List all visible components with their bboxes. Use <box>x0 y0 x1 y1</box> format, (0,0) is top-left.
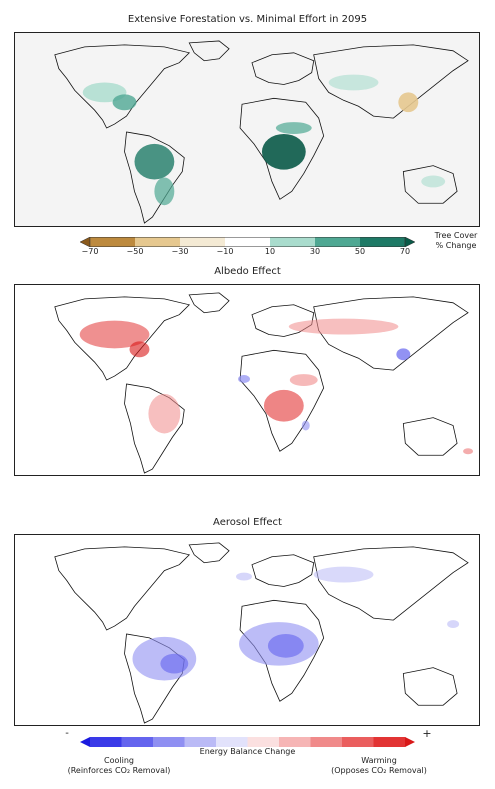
energy-colorbar-segment <box>310 737 343 747</box>
energy-colorbar-segment <box>216 737 248 747</box>
map-aerosol-effect <box>14 534 480 726</box>
energy-colorbar-extend-low <box>80 737 90 747</box>
tree-colorbar-tick-label: −70 <box>81 247 99 256</box>
tree-colorbar-tick-label: −30 <box>171 247 189 256</box>
cooling-label-line2: (Reinforces CO₂ Removal) <box>67 766 171 775</box>
tree-cover-colorbar-label: Tree Cover % Change <box>428 231 484 251</box>
energy-colorbar-segment <box>247 737 280 747</box>
albedo-changes <box>79 318 474 455</box>
tree-colorbar-tick-label: 70 <box>399 247 411 256</box>
tree-colorbar-segment <box>90 237 136 247</box>
tree-colorbar-extend-low <box>79 236 91 248</box>
energy-colorbar-segment <box>342 737 374 747</box>
tree-cover-colorbar <box>79 232 416 248</box>
tree-colorbar-tick-label: 10 <box>264 247 276 256</box>
tree-cover-label-line1: Tree Cover <box>434 231 478 240</box>
tree-colorbar-segment <box>270 237 316 247</box>
energy-colorbar-segment <box>90 737 122 747</box>
tree-cover-colorbar-svg <box>79 236 416 248</box>
tree-colorbar-tick-label: −50 <box>126 247 144 256</box>
energy-colorbar-segment <box>373 737 406 747</box>
energy-colorbar-extend-high <box>405 737 415 747</box>
energy-colorbar-plus: + <box>422 727 432 740</box>
world-map-svg <box>15 33 479 226</box>
cooling-label: Cooling (Reinforces CO₂ Removal) <box>52 756 186 776</box>
energy-colorbar-segment <box>279 737 311 747</box>
energy-colorbar-label: Energy Balance Change <box>199 747 296 756</box>
map-tree-cover-change <box>14 32 480 227</box>
warming-label-line2: (Opposes CO₂ Removal) <box>331 766 427 775</box>
warming-label: Warming (Opposes CO₂ Removal) <box>314 756 444 776</box>
panel-title-forestation: Extensive Forestation vs. Minimal Effort… <box>127 14 368 25</box>
energy-balance-colorbar <box>80 732 415 747</box>
tree-colorbar-border <box>89 237 406 247</box>
tree-colorbar-segment <box>180 237 226 247</box>
panel-title-aerosol: Aerosol Effect <box>213 517 282 528</box>
tree-colorbar-tick-label: 50 <box>354 247 366 256</box>
tree-colorbar-segment <box>135 237 181 247</box>
tree-cover-changes <box>82 74 446 206</box>
tree-colorbar-segment <box>360 237 406 247</box>
tree-colorbar-extend-high <box>404 236 416 248</box>
energy-colorbar-minus: - <box>65 728 69 739</box>
world-map-svg-albedo <box>15 285 479 475</box>
tree-colorbar-tick-label: −10 <box>216 247 234 256</box>
panel-title-albedo: Albedo Effect <box>214 266 281 277</box>
cooling-label-line1: Cooling <box>104 756 134 765</box>
tree-colorbar-segment <box>225 237 271 247</box>
energy-balance-colorbar-svg <box>80 737 415 747</box>
tree-cover-label-line2: % Change <box>435 241 477 250</box>
energy-colorbar-segment <box>121 737 154 747</box>
energy-colorbar-segment <box>184 737 217 747</box>
world-map-svg-aerosol <box>15 535 479 725</box>
map-albedo-effect <box>14 284 480 476</box>
aerosol-changes <box>132 566 460 681</box>
tree-colorbar-tick-label: 30 <box>309 247 321 256</box>
energy-colorbar-segment <box>153 737 185 747</box>
tree-colorbar-segment <box>315 237 361 247</box>
warming-label-line1: Warming <box>361 756 397 765</box>
